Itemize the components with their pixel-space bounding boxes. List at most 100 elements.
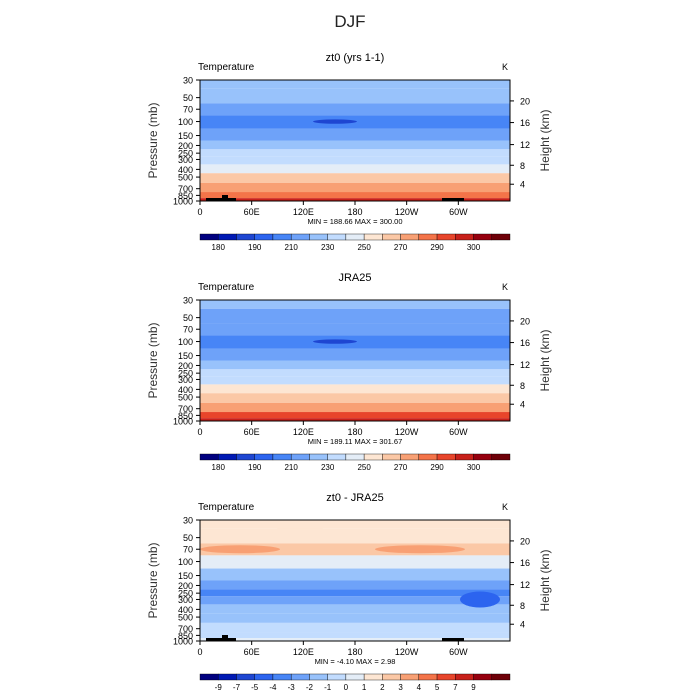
y2-tick-label: 8 <box>520 381 525 391</box>
y2-tick-label: 16 <box>520 338 530 348</box>
level-band <box>200 140 510 150</box>
y-tick-label: 400 <box>178 165 193 175</box>
colorbar-label: 4 <box>417 683 422 692</box>
colorbar-label: -1 <box>324 683 332 692</box>
tropopause-minimum <box>313 119 357 124</box>
left-corner-label: Temperature <box>198 282 255 293</box>
y2-tick-label: 12 <box>520 360 530 370</box>
colorbar-swatch <box>236 673 255 681</box>
x-tick-label: 0 <box>197 647 202 657</box>
y2-tick-label: 12 <box>520 580 530 590</box>
colorbar-swatch <box>309 233 328 241</box>
y-tick-label: 50 <box>183 533 193 543</box>
colorbar-swatch <box>345 673 365 681</box>
y2-tick-label: 4 <box>520 620 525 630</box>
colorbar-swatch <box>327 233 347 241</box>
y-tick-label: 200 <box>178 361 193 371</box>
y-tick-label: 500 <box>178 613 193 623</box>
y-tick-label: 400 <box>178 385 193 395</box>
y-tick-label: 400 <box>178 605 193 615</box>
y2-axis-label: Height (km) <box>538 109 552 171</box>
colorbar-label: 300 <box>467 243 481 252</box>
level-band <box>200 632 510 639</box>
colorbar-swatch <box>345 453 365 461</box>
y2-tick-label: 8 <box>520 601 525 611</box>
y-tick-label: 250 <box>178 149 193 159</box>
y-tick-label: 200 <box>178 581 193 591</box>
topography <box>206 638 236 641</box>
x-tick-label: 120E <box>293 427 314 437</box>
level-band <box>200 393 510 403</box>
level-band <box>200 192 510 199</box>
x-tick-label: 60W <box>449 647 468 657</box>
colorbar-swatch <box>400 453 420 461</box>
x-tick-label: 60E <box>244 207 260 217</box>
y-tick-label: 100 <box>178 557 193 567</box>
colorbar-swatch <box>382 233 401 241</box>
y-tick-label: 100 <box>178 117 193 127</box>
x-tick-label: 120E <box>293 207 314 217</box>
cool-patch <box>460 591 500 608</box>
colorbar-label: 7 <box>453 683 458 692</box>
colorbar-swatch <box>218 673 237 681</box>
colorbar-label: 1 <box>362 683 367 692</box>
x-tick-label: 180 <box>347 647 362 657</box>
chart-panel-1: zt0 (yrs 1-1)Temperature K305070100150200… <box>146 52 552 252</box>
colorbar-label: 300 <box>467 463 481 472</box>
colorbar-swatch <box>272 453 292 461</box>
page-title: DJF <box>334 12 365 31</box>
colorbar-label: 9 <box>471 683 476 692</box>
y2-tick-label: 8 <box>520 161 525 171</box>
topography <box>442 198 464 201</box>
y2-tick-label: 20 <box>520 96 530 106</box>
y2-tick-label: 4 <box>520 400 525 410</box>
colorbar-swatch <box>199 673 219 681</box>
topography <box>222 635 228 638</box>
y-tick-label: 30 <box>183 516 193 526</box>
x-tick-label: 60W <box>449 427 468 437</box>
y2-tick-label: 16 <box>520 118 530 128</box>
colorbar-swatch <box>236 453 255 461</box>
colorbar-label: 230 <box>321 243 335 252</box>
right-corner-label: K <box>502 282 508 292</box>
colorbar-label: 270 <box>394 243 408 252</box>
y-tick-label: 1000 <box>173 417 193 427</box>
colorbar-swatch <box>473 453 492 461</box>
colorbar-swatch <box>382 453 401 461</box>
right-corner-label: K <box>502 502 508 512</box>
level-band <box>200 384 510 394</box>
colorbar-label: -2 <box>306 683 314 692</box>
level-band <box>200 402 510 413</box>
y-tick-label: 150 <box>178 571 193 581</box>
colorbar-label: 210 <box>284 243 298 252</box>
level-band <box>200 156 510 165</box>
colorbar-swatch <box>491 233 511 241</box>
colorbar-label: 180 <box>212 463 226 472</box>
colorbar-swatch <box>491 673 511 681</box>
y-tick-label: 30 <box>183 76 193 86</box>
colorbar-swatch <box>236 233 255 241</box>
level-band <box>200 88 510 104</box>
colorbar-swatch <box>418 233 438 241</box>
x-tick-label: 0 <box>197 207 202 217</box>
level-band <box>200 348 510 361</box>
colorbar-swatch <box>290 673 310 681</box>
level-band <box>200 323 510 336</box>
chart-title: zt0 (yrs 1-1) <box>326 52 385 64</box>
colorbar-swatch <box>327 673 347 681</box>
level-band <box>200 568 510 581</box>
level-band <box>200 128 510 141</box>
y-tick-label: 700 <box>178 184 193 194</box>
y-tick-label: 150 <box>178 351 193 361</box>
colorbar-swatch <box>272 233 292 241</box>
colorbar-swatch <box>254 453 274 461</box>
x-tick-label: 0 <box>197 427 202 437</box>
colorbar-swatch <box>199 233 219 241</box>
x-tick-label: 120W <box>395 207 419 217</box>
y-tick-label: 850 <box>178 411 193 421</box>
y-tick-label: 70 <box>183 545 193 555</box>
chart-title: JRA25 <box>338 272 371 284</box>
colorbar-label: 270 <box>394 463 408 472</box>
level-band <box>200 555 510 569</box>
